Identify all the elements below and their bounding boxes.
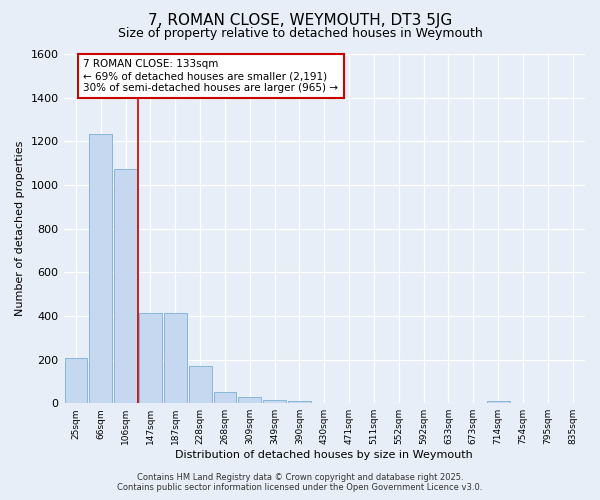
Bar — [164, 312, 187, 403]
Text: 7, ROMAN CLOSE, WEYMOUTH, DT3 5JG: 7, ROMAN CLOSE, WEYMOUTH, DT3 5JG — [148, 12, 452, 28]
Bar — [288, 401, 311, 403]
Bar — [487, 402, 509, 403]
Bar — [65, 358, 88, 403]
Bar — [263, 400, 286, 403]
Bar — [188, 366, 212, 403]
Y-axis label: Number of detached properties: Number of detached properties — [15, 141, 25, 316]
Bar — [89, 134, 112, 403]
X-axis label: Distribution of detached houses by size in Weymouth: Distribution of detached houses by size … — [175, 450, 473, 460]
Text: 7 ROMAN CLOSE: 133sqm
← 69% of detached houses are smaller (2,191)
30% of semi-d: 7 ROMAN CLOSE: 133sqm ← 69% of detached … — [83, 60, 338, 92]
Bar — [214, 392, 236, 403]
Bar — [139, 312, 162, 403]
Bar — [114, 168, 137, 403]
Bar — [238, 397, 261, 403]
Text: Contains HM Land Registry data © Crown copyright and database right 2025.
Contai: Contains HM Land Registry data © Crown c… — [118, 473, 482, 492]
Text: Size of property relative to detached houses in Weymouth: Size of property relative to detached ho… — [118, 28, 482, 40]
